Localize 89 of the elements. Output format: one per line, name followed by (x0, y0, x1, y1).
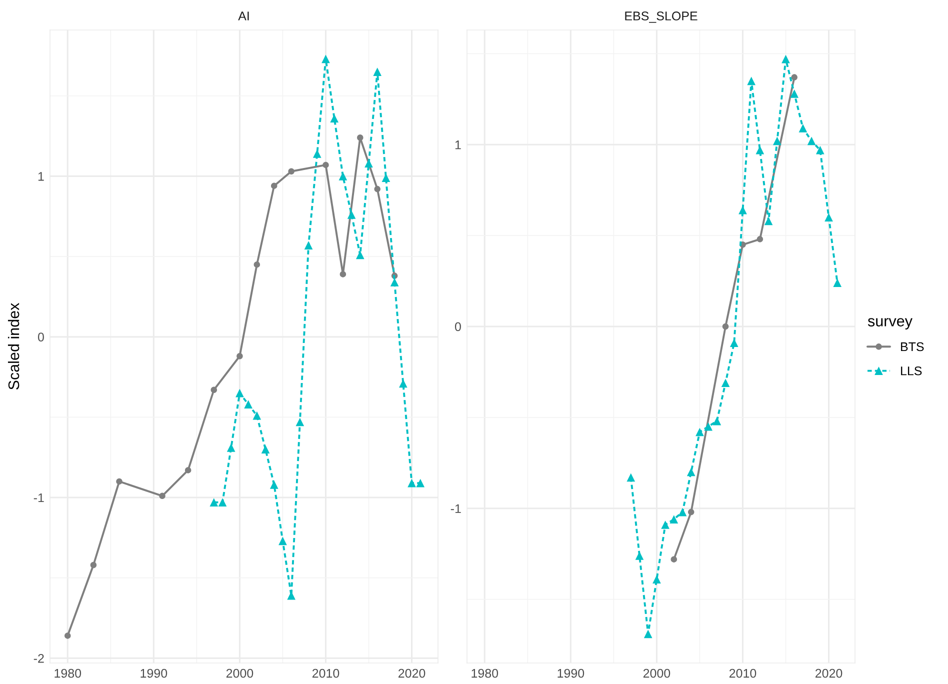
point (244, 400, 252, 409)
point (670, 556, 678, 562)
point (816, 146, 824, 154)
point (824, 213, 833, 222)
point (764, 216, 773, 226)
point (218, 498, 227, 507)
point (270, 480, 278, 489)
point (374, 186, 380, 192)
point (791, 74, 798, 80)
point (184, 467, 192, 474)
point (661, 520, 670, 529)
point (210, 386, 218, 394)
legend-title: survey (868, 318, 912, 330)
y-tick-label: -2 (34, 654, 44, 663)
point (270, 182, 278, 189)
point (712, 416, 722, 426)
point (688, 508, 694, 516)
point (338, 172, 348, 180)
point (347, 210, 356, 219)
legend-label: LLS (901, 366, 922, 376)
x-tick-label: 1980 (472, 668, 498, 678)
point (304, 241, 313, 250)
point (64, 632, 71, 639)
point (254, 261, 260, 268)
point (416, 478, 425, 488)
point (696, 428, 704, 436)
point (644, 630, 652, 638)
point (398, 379, 408, 388)
point (357, 134, 364, 141)
point (678, 508, 687, 516)
point (236, 388, 244, 398)
y-tick-label: -1 (450, 504, 461, 513)
point (722, 323, 729, 330)
point (408, 478, 416, 488)
point (670, 515, 678, 524)
x-tick-label: 1990 (558, 668, 584, 678)
point (278, 536, 287, 546)
x-tick-label: 2010 (312, 668, 340, 678)
point (686, 468, 696, 476)
point (382, 174, 390, 182)
point (390, 278, 399, 286)
point (252, 411, 262, 420)
point (747, 76, 756, 86)
point (159, 492, 166, 500)
y-tick-label: 0 (38, 332, 44, 342)
point (652, 575, 661, 584)
point (772, 136, 782, 146)
point (356, 250, 364, 260)
point (373, 68, 382, 76)
point (626, 473, 636, 482)
point (756, 236, 764, 242)
x-tick-label: 2020 (815, 668, 842, 678)
x-tick-label: 1990 (140, 668, 168, 678)
point (296, 418, 304, 426)
y-tick-label: -1 (34, 493, 44, 502)
chart-title: EBS_SLOPE (625, 12, 698, 23)
point (807, 136, 816, 146)
x-tick-label: 1980 (54, 668, 82, 678)
y-axis-title: Scaled index (8, 302, 20, 390)
point (226, 444, 236, 452)
point (210, 498, 218, 507)
x-tick-label: 2010 (729, 668, 756, 678)
point (340, 271, 346, 278)
point (330, 114, 338, 123)
point (721, 378, 730, 388)
point (798, 124, 808, 132)
point (322, 162, 329, 168)
point (236, 353, 243, 360)
y-tick-label: 1 (455, 140, 461, 150)
point (90, 562, 97, 568)
point (322, 54, 330, 64)
point (782, 54, 790, 64)
point (261, 445, 270, 454)
point (756, 146, 764, 154)
point (116, 478, 122, 485)
x-tick-label: 2000 (643, 668, 670, 678)
point (704, 422, 712, 431)
x-tick-label: 2020 (398, 668, 426, 678)
legend-label: BTS (901, 342, 924, 352)
y-tick-label: 0 (454, 322, 461, 332)
point (833, 278, 842, 288)
point (288, 168, 294, 175)
point (312, 150, 322, 158)
point (364, 159, 373, 168)
chart-title: AI (238, 12, 249, 20)
y-tick-label: 1 (38, 172, 44, 181)
point (635, 552, 644, 560)
x-tick-label: 2000 (226, 668, 254, 678)
point (790, 89, 799, 98)
